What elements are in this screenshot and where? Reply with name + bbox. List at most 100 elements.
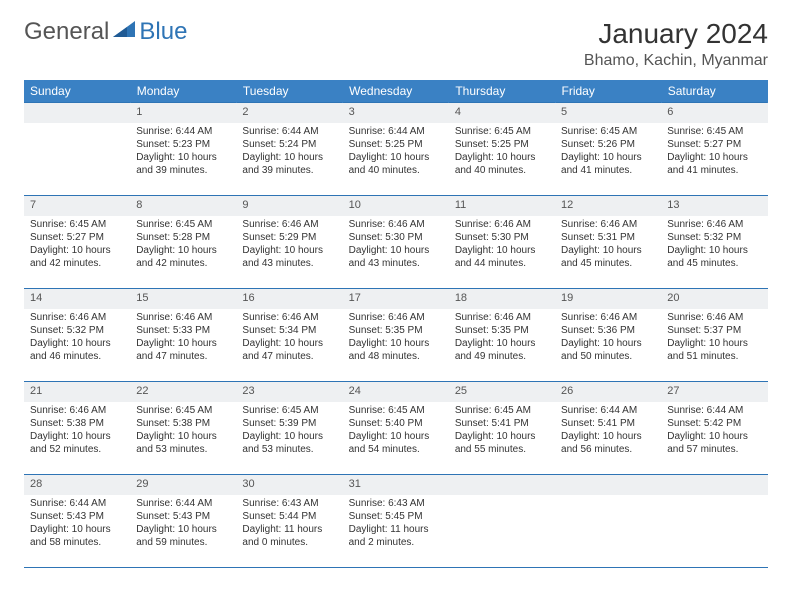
day-content-cell: Sunrise: 6:44 AMSunset: 5:43 PMDaylight:… — [24, 495, 130, 568]
day-detail-line: Sunset: 5:25 PM — [349, 138, 443, 151]
day-content-cell: Sunrise: 6:45 AMSunset: 5:41 PMDaylight:… — [449, 402, 555, 475]
weekday-header: Thursday — [449, 80, 555, 103]
day-content-cell: Sunrise: 6:46 AMSunset: 5:36 PMDaylight:… — [555, 309, 661, 382]
day-detail-lines: Sunrise: 6:46 AMSunset: 5:29 PMDaylight:… — [242, 218, 336, 270]
day-detail-line: Daylight: 10 hours — [242, 430, 336, 443]
day-detail-lines: Sunrise: 6:43 AMSunset: 5:45 PMDaylight:… — [349, 497, 443, 549]
day-detail-line: Daylight: 10 hours — [136, 523, 230, 536]
day-detail-line: Sunrise: 6:45 AM — [349, 404, 443, 417]
weekday-header-row: Sunday Monday Tuesday Wednesday Thursday… — [24, 80, 768, 103]
day-detail-lines: Sunrise: 6:46 AMSunset: 5:35 PMDaylight:… — [455, 311, 549, 363]
day-detail-line: Daylight: 10 hours — [30, 244, 124, 257]
day-detail-line: Daylight: 10 hours — [349, 337, 443, 350]
day-content-cell: Sunrise: 6:46 AMSunset: 5:37 PMDaylight:… — [661, 309, 767, 382]
day-detail-line: and 2 minutes. — [349, 536, 443, 549]
day-detail-line: Sunrise: 6:46 AM — [136, 311, 230, 324]
day-content-cell: Sunrise: 6:44 AMSunset: 5:24 PMDaylight:… — [236, 123, 342, 196]
day-number-cell — [555, 475, 661, 496]
brand-word-1: General — [24, 18, 109, 46]
day-detail-line: Sunrise: 6:46 AM — [349, 218, 443, 231]
day-detail-line: Sunset: 5:25 PM — [455, 138, 549, 151]
day-detail-line: Sunrise: 6:45 AM — [561, 125, 655, 138]
day-number-cell: 14 — [24, 289, 130, 310]
day-detail-line: Daylight: 10 hours — [561, 337, 655, 350]
day-number-cell: 2 — [236, 103, 342, 124]
day-number-cell: 15 — [130, 289, 236, 310]
day-content-cell: Sunrise: 6:44 AMSunset: 5:25 PMDaylight:… — [343, 123, 449, 196]
day-detail-line: Daylight: 10 hours — [30, 337, 124, 350]
day-detail-line: Sunset: 5:39 PM — [242, 417, 336, 430]
day-detail-line: and 58 minutes. — [30, 536, 124, 549]
day-content-cell — [449, 495, 555, 568]
day-number-cell: 12 — [555, 196, 661, 217]
weekday-header: Tuesday — [236, 80, 342, 103]
day-detail-line: Daylight: 11 hours — [349, 523, 443, 536]
day-detail-line: Sunset: 5:34 PM — [242, 324, 336, 337]
day-detail-line: Sunset: 5:28 PM — [136, 231, 230, 244]
day-detail-line: Sunrise: 6:46 AM — [242, 311, 336, 324]
day-detail-line: Sunrise: 6:46 AM — [30, 404, 124, 417]
day-detail-lines: Sunrise: 6:46 AMSunset: 5:33 PMDaylight:… — [136, 311, 230, 363]
day-detail-lines: Sunrise: 6:45 AMSunset: 5:27 PMDaylight:… — [30, 218, 124, 270]
day-number-cell: 10 — [343, 196, 449, 217]
day-content-cell: Sunrise: 6:45 AMSunset: 5:27 PMDaylight:… — [661, 123, 767, 196]
day-detail-lines: Sunrise: 6:43 AMSunset: 5:44 PMDaylight:… — [242, 497, 336, 549]
day-detail-line: Sunset: 5:27 PM — [30, 231, 124, 244]
page-header: General Blue January 2024 Bhamo, Kachin,… — [24, 18, 768, 74]
day-number-cell: 20 — [661, 289, 767, 310]
day-content-cell: Sunrise: 6:46 AMSunset: 5:35 PMDaylight:… — [343, 309, 449, 382]
day-detail-lines: Sunrise: 6:44 AMSunset: 5:42 PMDaylight:… — [667, 404, 761, 456]
day-detail-line: Sunrise: 6:44 AM — [30, 497, 124, 510]
day-content-row: Sunrise: 6:44 AMSunset: 5:23 PMDaylight:… — [24, 123, 768, 196]
brand-logo: General Blue — [24, 18, 187, 46]
day-content-cell: Sunrise: 6:45 AMSunset: 5:40 PMDaylight:… — [343, 402, 449, 475]
day-detail-line: Sunrise: 6:46 AM — [242, 218, 336, 231]
day-detail-line: Sunrise: 6:43 AM — [242, 497, 336, 510]
day-number-cell: 18 — [449, 289, 555, 310]
day-detail-line: Sunset: 5:42 PM — [667, 417, 761, 430]
day-detail-line: Sunset: 5:35 PM — [455, 324, 549, 337]
location-subtitle: Bhamo, Kachin, Myanmar — [584, 52, 768, 70]
day-detail-lines: Sunrise: 6:46 AMSunset: 5:38 PMDaylight:… — [30, 404, 124, 456]
day-number-cell: 31 — [343, 475, 449, 496]
day-detail-line: Sunrise: 6:46 AM — [455, 218, 549, 231]
day-content-row: Sunrise: 6:46 AMSunset: 5:32 PMDaylight:… — [24, 309, 768, 382]
day-number-cell: 19 — [555, 289, 661, 310]
day-detail-line: Daylight: 10 hours — [667, 244, 761, 257]
day-detail-line: Daylight: 10 hours — [455, 430, 549, 443]
day-detail-line: Daylight: 11 hours — [242, 523, 336, 536]
weekday-header: Monday — [130, 80, 236, 103]
day-detail-line: Sunrise: 6:45 AM — [455, 125, 549, 138]
calendar-table: Sunday Monday Tuesday Wednesday Thursday… — [24, 80, 768, 568]
day-detail-line: and 42 minutes. — [30, 257, 124, 270]
day-number-cell: 13 — [661, 196, 767, 217]
day-detail-line: and 40 minutes. — [455, 164, 549, 177]
day-content-cell: Sunrise: 6:46 AMSunset: 5:32 PMDaylight:… — [661, 216, 767, 289]
day-detail-line: Sunrise: 6:46 AM — [561, 218, 655, 231]
day-detail-line: and 55 minutes. — [455, 443, 549, 456]
day-detail-line: Sunrise: 6:46 AM — [561, 311, 655, 324]
title-block: January 2024 Bhamo, Kachin, Myanmar — [584, 18, 768, 70]
day-detail-line: Sunrise: 6:46 AM — [30, 311, 124, 324]
day-detail-line: Sunset: 5:41 PM — [455, 417, 549, 430]
day-content-cell: Sunrise: 6:45 AMSunset: 5:25 PMDaylight:… — [449, 123, 555, 196]
day-number-cell — [661, 475, 767, 496]
day-detail-line: Daylight: 10 hours — [136, 430, 230, 443]
day-detail-lines: Sunrise: 6:45 AMSunset: 5:27 PMDaylight:… — [667, 125, 761, 177]
day-detail-line: and 42 minutes. — [136, 257, 230, 270]
day-content-cell: Sunrise: 6:46 AMSunset: 5:33 PMDaylight:… — [130, 309, 236, 382]
day-detail-line: Daylight: 10 hours — [242, 244, 336, 257]
day-content-cell: Sunrise: 6:46 AMSunset: 5:34 PMDaylight:… — [236, 309, 342, 382]
day-content-cell: Sunrise: 6:46 AMSunset: 5:29 PMDaylight:… — [236, 216, 342, 289]
day-detail-lines: Sunrise: 6:44 AMSunset: 5:23 PMDaylight:… — [136, 125, 230, 177]
day-content-cell: Sunrise: 6:44 AMSunset: 5:42 PMDaylight:… — [661, 402, 767, 475]
day-detail-line: Sunset: 5:38 PM — [30, 417, 124, 430]
day-detail-lines: Sunrise: 6:45 AMSunset: 5:41 PMDaylight:… — [455, 404, 549, 456]
day-content-cell: Sunrise: 6:46 AMSunset: 5:38 PMDaylight:… — [24, 402, 130, 475]
day-content-cell: Sunrise: 6:44 AMSunset: 5:23 PMDaylight:… — [130, 123, 236, 196]
day-detail-line: Daylight: 10 hours — [136, 337, 230, 350]
day-detail-line: and 50 minutes. — [561, 350, 655, 363]
day-detail-line: and 39 minutes. — [242, 164, 336, 177]
day-detail-line: Sunrise: 6:44 AM — [349, 125, 443, 138]
day-detail-line: Sunset: 5:44 PM — [242, 510, 336, 523]
